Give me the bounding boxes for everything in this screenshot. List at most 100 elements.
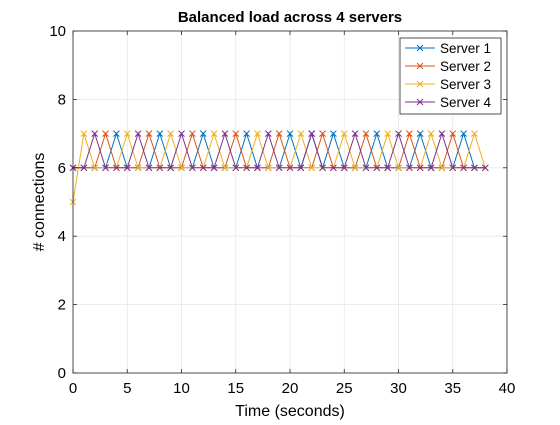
x-axis-label: Time (seconds) [235,403,345,420]
data-point-marker [188,130,196,137]
data-point-marker [264,130,272,137]
legend: Server 1 Server 2 Server 3 Server 4 [399,37,502,115]
x-tick-label: 35 [444,380,461,397]
legend-label: Server 4 [440,95,492,110]
series-group [69,130,489,206]
data-point-marker [275,130,283,137]
legend-entry: Server 2 [405,59,491,74]
data-point-marker [275,164,283,172]
axis-ticks: 0 5 10 15 20 25 30 35 40 0 2 4 6 8 10 [49,23,515,397]
x-tick-label: 15 [227,380,244,397]
y-tick-label: 4 [58,228,66,245]
x-tick-label: 10 [173,380,190,397]
y-tick-label: 10 [49,23,66,40]
data-point-marker [178,130,185,137]
data-point-marker [330,164,337,172]
data-point-marker [80,130,88,137]
data-point-marker [351,164,359,172]
data-point-marker [113,130,120,137]
legend-label: Server 1 [440,41,491,56]
data-point-marker [221,164,229,172]
data-point-marker [156,164,164,172]
data-point-marker [384,164,392,172]
data-point-marker [405,164,413,172]
data-point-marker [405,130,413,137]
data-point-marker [113,164,120,172]
y-tick-label: 0 [58,365,66,382]
data-point-marker [232,130,240,137]
x-tick-label: 30 [390,380,407,397]
data-point-marker [308,130,316,137]
data-point-marker [438,130,446,137]
chart-title: Balanced load across 4 servers [178,9,402,26]
legend-label: Server 2 [440,59,491,74]
x-tick-label: 20 [282,380,299,397]
y-tick-label: 2 [58,297,66,314]
data-point-marker [254,130,261,137]
data-point-marker [340,164,348,172]
data-point-marker [102,164,109,172]
data-point-marker [373,164,381,172]
data-point-marker [145,164,153,172]
data-point-marker [481,164,489,172]
data-point-marker [91,130,99,137]
data-point-marker [102,130,109,137]
series-4 [69,130,489,172]
data-point-marker [330,130,337,137]
data-point-marker [395,130,402,137]
data-point-marker [351,130,359,137]
data-point-marker [373,130,381,137]
data-point-marker [123,164,131,172]
data-point-marker [254,164,261,172]
data-point-marker [243,130,250,137]
data-point-marker [471,164,478,172]
y-tick-label: 8 [58,91,66,108]
data-point-marker [297,130,305,137]
data-point-marker [427,164,435,172]
data-point-marker [319,130,326,137]
data-point-marker [221,130,229,137]
data-point-marker [340,130,348,137]
data-point-marker [264,164,272,172]
data-point-marker [319,164,326,172]
data-point-marker [286,164,294,172]
data-point-marker [449,164,457,172]
data-point-marker [362,130,370,137]
data-point-marker [210,164,218,172]
legend-label: Server 3 [440,77,491,92]
data-point-marker [123,130,131,137]
x-tick-label: 5 [123,380,131,397]
legend-entry: Server 4 [405,95,492,110]
y-tick-label: 6 [58,160,66,177]
data-point-marker [243,164,250,172]
data-point-marker [156,130,164,137]
x-tick-label: 25 [336,380,353,397]
data-point-marker [416,164,424,172]
data-point-marker [145,130,153,137]
data-point-marker [395,164,402,172]
data-point-marker [199,164,207,172]
data-point-marker [91,164,99,172]
data-point-marker [188,164,196,172]
data-point-marker [80,164,88,172]
data-point-marker [297,164,305,172]
data-point-marker [460,130,467,137]
data-point-marker [449,130,457,137]
data-point-marker [134,164,142,172]
data-point-marker [308,164,316,172]
data-point-marker [199,130,207,137]
y-axis-label: # connections [31,153,48,252]
legend-entry: Server 1 [405,41,491,56]
legend-entry: Server 3 [405,77,491,92]
data-point-marker [232,164,240,172]
data-point-marker [134,130,142,137]
data-point-marker [178,164,185,172]
data-point-marker [167,164,175,172]
data-point-marker [362,164,370,172]
data-point-marker [427,130,435,137]
data-point-marker [460,164,467,172]
x-tick-label: 0 [69,380,77,397]
data-point-marker [210,130,218,137]
data-point-marker [286,130,294,137]
